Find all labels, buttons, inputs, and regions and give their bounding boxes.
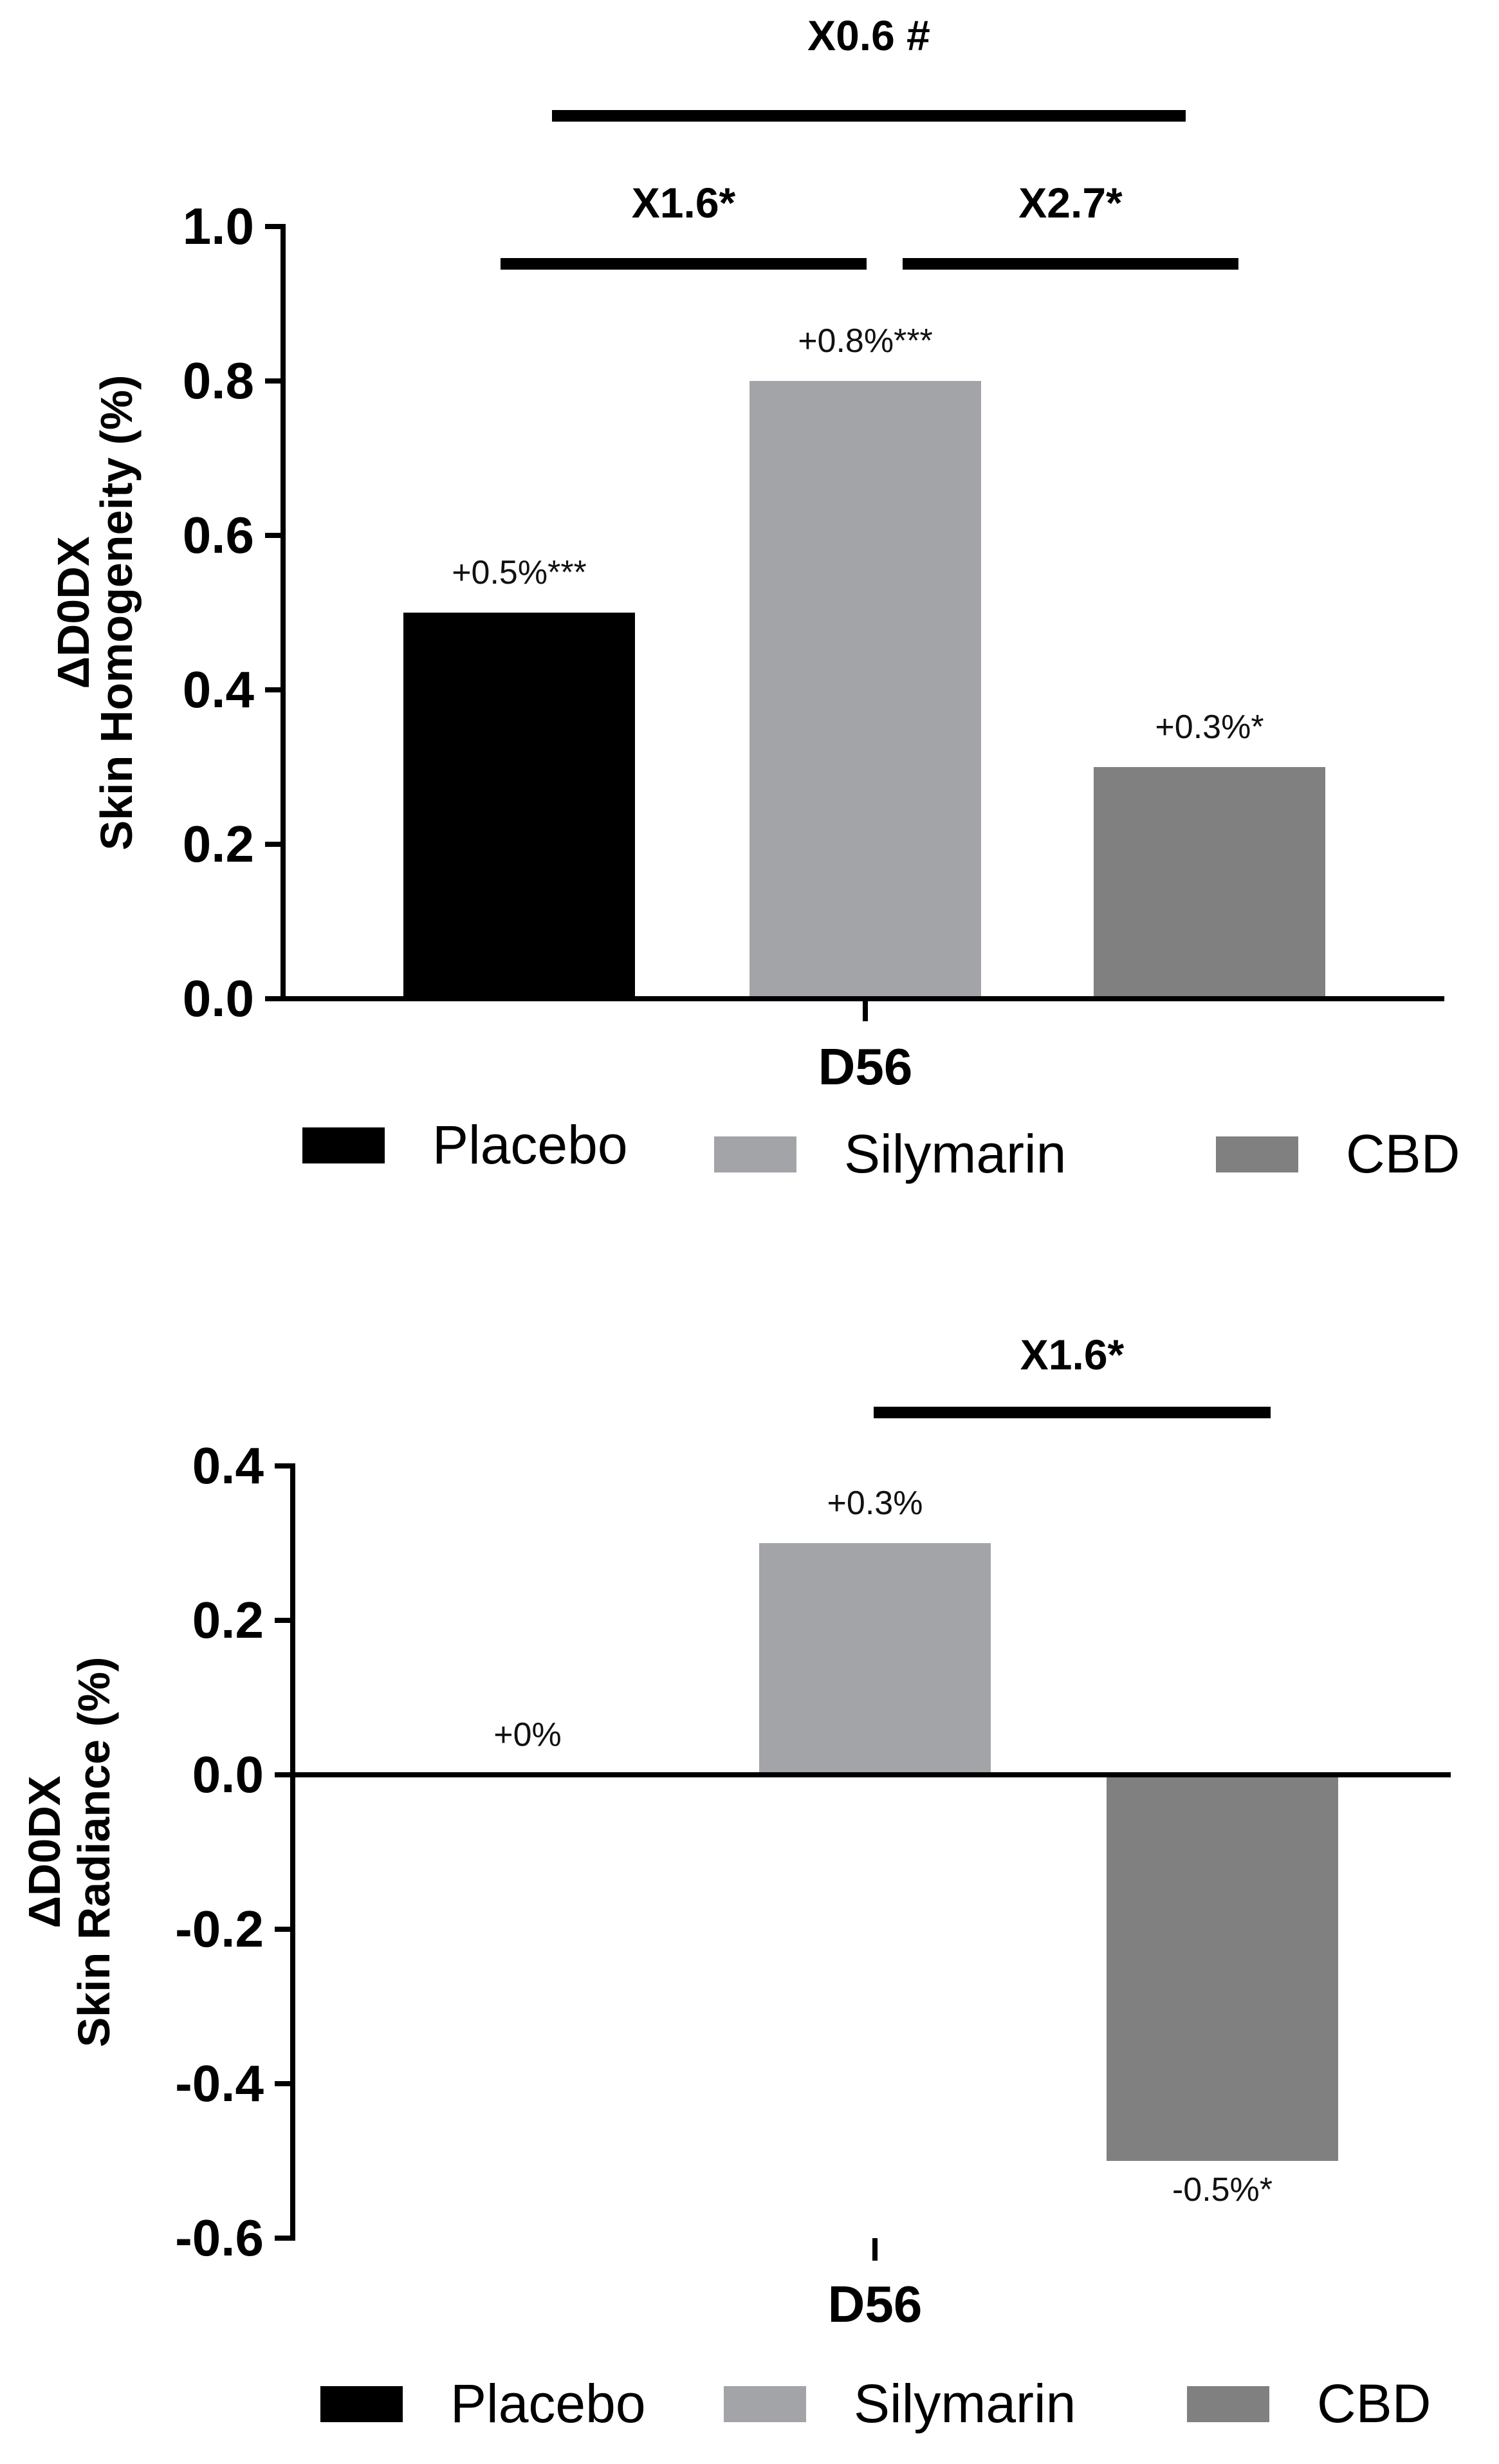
y-tick-label: 0.0 bbox=[192, 1746, 264, 1803]
comparison-label: X1.6* bbox=[632, 179, 736, 227]
legend-label-silymarin: Silymarin bbox=[854, 2373, 1076, 2434]
y-tick-label: 0.4 bbox=[183, 661, 255, 718]
data-label-placebo: +0.5%*** bbox=[452, 554, 587, 591]
legend-label-placebo: Placebo bbox=[450, 2373, 646, 2434]
y-tick-label: 1.0 bbox=[183, 198, 254, 255]
comparison-label: X1.6* bbox=[1020, 1331, 1125, 1378]
y-tick-label: -0.4 bbox=[175, 2055, 264, 2112]
y-axis-label-line1: ΔD0DX bbox=[48, 536, 98, 689]
legend-swatch-cbd bbox=[1216, 1136, 1298, 1172]
bar-placebo bbox=[403, 613, 635, 999]
legend-label-cbd: CBD bbox=[1317, 2373, 1431, 2434]
bar-cbd bbox=[1107, 1775, 1338, 2161]
legend-swatch-silymarin bbox=[724, 2386, 806, 2422]
y-tick-label: 0.2 bbox=[183, 815, 254, 873]
data-label-cbd: -0.5%* bbox=[1172, 2171, 1273, 2209]
y-tick-label: 0.2 bbox=[192, 1591, 264, 1649]
legend-swatch-placebo bbox=[302, 1127, 385, 1163]
bar-silymarin bbox=[759, 1543, 991, 1775]
y-tick-label: 0.6 bbox=[183, 506, 254, 564]
chart-skin-homogeneity: +0.5%*** +0.8%*** +0.3%* 0.0 0.2 0.4 0.6 0.8 1.0… bbox=[48, 12, 1460, 1184]
data-label-silymarin: +0.8%*** bbox=[798, 322, 933, 360]
y-tick-label: 0.4 bbox=[192, 1437, 264, 1494]
comparison-label: X0.6 # bbox=[807, 12, 930, 59]
x-tick-label: D56 bbox=[828, 2275, 923, 2333]
y-tick-label: 0.8 bbox=[183, 352, 254, 409]
legend-swatch-cbd bbox=[1187, 2386, 1269, 2422]
bar-silymarin bbox=[750, 381, 981, 999]
legend-swatch-placebo bbox=[320, 2386, 403, 2422]
y-axis-label-line2: Skin Homogeneity (%) bbox=[91, 375, 142, 851]
y-tick-label: 0.0 bbox=[183, 970, 254, 1027]
legend-label-placebo: Placebo bbox=[432, 1115, 628, 1175]
data-label-silymarin: +0.3% bbox=[827, 1485, 923, 1522]
legend-label-silymarin: Silymarin bbox=[844, 1124, 1066, 1184]
y-axis-label-line1: ΔD0DX bbox=[19, 1775, 69, 1928]
bar-cbd bbox=[1094, 767, 1325, 999]
chart-skin-radiance: +0% +0.3% -0.5%* -0.6 -0.4 -0.2 0.0 0.2 0.4 D56 ΔD… bbox=[19, 1331, 1451, 2434]
y-tick-label: -0.2 bbox=[175, 1900, 264, 1958]
y-tick-label: -0.6 bbox=[175, 2209, 264, 2266]
comparison-label: X2.7* bbox=[1018, 179, 1123, 227]
legend-label-cbd: CBD bbox=[1346, 1124, 1460, 1184]
x-tick-label: D56 bbox=[818, 1038, 913, 1095]
y-axis-label-line2: Skin Radiance (%) bbox=[69, 1657, 119, 2048]
data-label-cbd: +0.3%* bbox=[1155, 709, 1264, 746]
legend-swatch-silymarin bbox=[714, 1136, 796, 1172]
data-label-placebo: +0% bbox=[493, 1716, 562, 1754]
